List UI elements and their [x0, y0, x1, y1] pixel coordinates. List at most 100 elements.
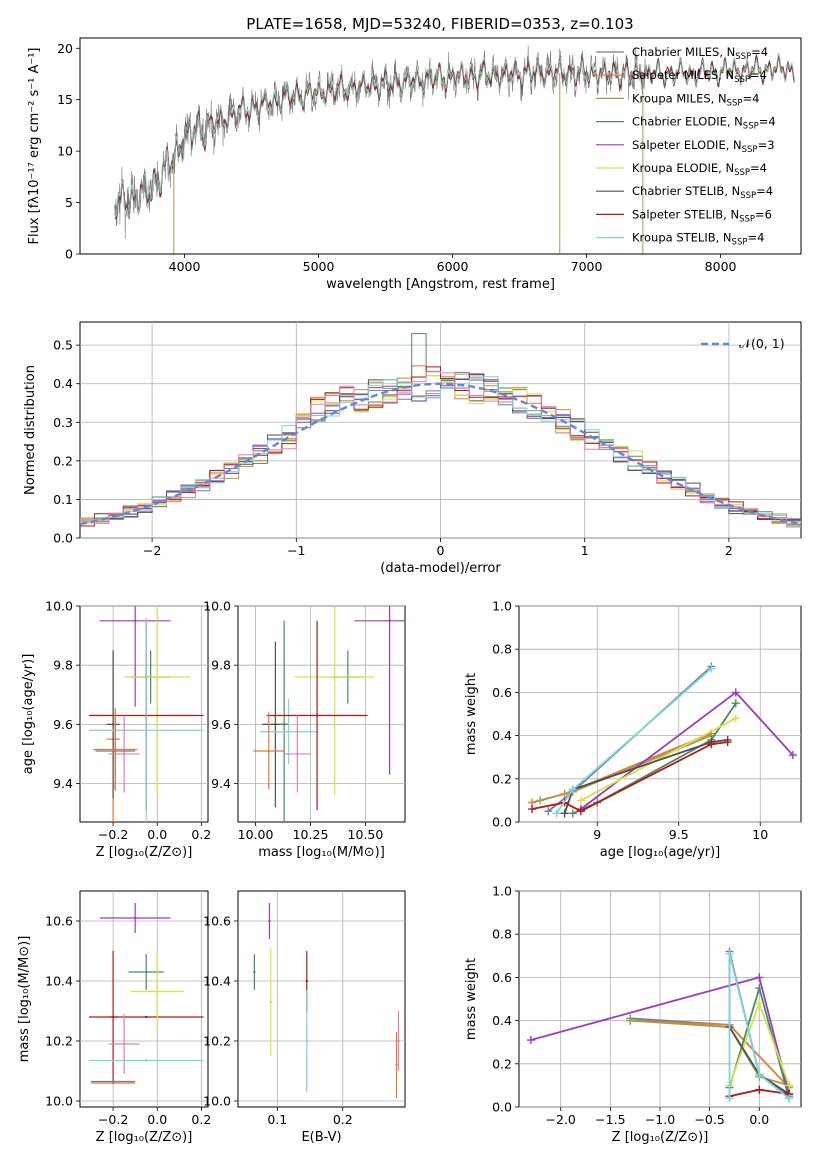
x-tick-label: 10.00 [238, 827, 274, 842]
weight-series-group [526, 947, 794, 1103]
y-tick-label: 0.2 [492, 771, 512, 786]
errorbar-group [253, 903, 400, 1098]
errorbar-point [287, 730, 290, 733]
x-tick-label: 2 [725, 543, 733, 558]
legend-label: 𝒩(0, 1) [739, 336, 785, 351]
weight-marker [536, 796, 545, 805]
weight-marker [755, 1085, 764, 1094]
panel-weight-vs-age: 9 9.5 10 0.0 0.2 0.4 0.6 0.8 1.0 age [log₁₀(age/y… [464, 599, 802, 860]
x-tick-label: 10.50 [348, 827, 384, 842]
weight-marker [560, 809, 569, 818]
errorbar-point [397, 1039, 400, 1043]
panel-spectrum: 4000 5000 6000 7000 8000 0 5 10 15 20 wavelength [… [27, 37, 802, 292]
errorbar-point [114, 748, 117, 751]
y-tick-label: 1.0 [492, 884, 512, 899]
y-tick-label: 0.0 [53, 531, 73, 546]
axes-frame [237, 890, 406, 1108]
y-axis-label: mass [log₁₀(M/M⊙)] [17, 936, 32, 1063]
errorbar-group [253, 606, 405, 822]
errorbar-group [88, 903, 204, 1085]
errorbar-point [133, 916, 137, 920]
y-tick-label: 0.2 [53, 453, 73, 468]
x-tick-label: 10.25 [293, 827, 329, 842]
histogram-group [80, 333, 801, 528]
x-axis-label: wavelength [Angstrom, rest frame] [326, 277, 555, 292]
weight-marker [568, 785, 577, 794]
weight-marker [528, 805, 537, 814]
legend-label: Chabrier MILES, NSSP=4 [632, 45, 768, 62]
weight-marker [755, 999, 764, 1008]
weight-marker [707, 664, 716, 673]
x-tick-label: 0.2 [191, 1112, 211, 1127]
x-tick-label: −2 [143, 543, 161, 558]
panel-weight-vs-z: −2.0 −1.5 −1.0 −0.5 0.0 0.0 0.2 0.4 0.6 0.8 1.0 Z [… [464, 884, 802, 1145]
x-tick-label: 9 [593, 827, 601, 842]
weight-marker [576, 807, 585, 816]
weight-marker [755, 973, 764, 982]
errorbar-point [253, 970, 256, 974]
weight-marker [731, 699, 740, 708]
weight-marker [785, 1081, 794, 1090]
histogram-kroupa-elodie [80, 375, 801, 524]
x-tick-label: −0.5 [694, 1112, 724, 1127]
axes-frame [237, 605, 406, 823]
errorbar-point [333, 675, 336, 679]
errorbar-point [111, 723, 115, 726]
y-tick-label: 0.0 [492, 1100, 512, 1115]
y-tick-label: 0.8 [492, 642, 512, 657]
x-tick-label: 0.0 [147, 827, 167, 842]
x-tick-label: −1.0 [645, 1112, 675, 1127]
legend-label: Salpeter MILES, NSSP=4 [632, 68, 767, 85]
weight-series-group [528, 662, 797, 818]
errorbar-point [282, 723, 286, 726]
legend-label: Chabrier STELIB, NSSP=4 [632, 184, 773, 201]
x-tick-label: 0.0 [749, 1112, 769, 1127]
x-tick-label: 9.5 [669, 827, 689, 842]
x-axis-label: age [log₁₀(age/yr)] [600, 845, 721, 860]
errorbar-group [88, 606, 204, 822]
panel-mass-vs-z: −0.2 0.0 0.2 10.0 10.2 10.4 10.6 Z [log₁₀(Z/Z⊙)… [17, 890, 211, 1145]
x-tick-label: 1 [581, 543, 589, 558]
y-tick-label: 10.0 [203, 599, 231, 614]
weight-line-chabrier-stelib [563, 739, 728, 814]
legend-label: Chabrier ELODIE, NSSP=4 [632, 115, 776, 132]
x-axis-label: Z [log₁₀(Z/Z⊙)] [96, 1130, 193, 1145]
y-tick-label: 0.3 [53, 415, 73, 430]
y-tick-label: 9.6 [211, 717, 231, 732]
y-tick-label: 0.8 [492, 927, 512, 942]
errorbar-point [267, 749, 270, 753]
y-tick-label: 15 [57, 92, 73, 107]
y-tick-label: 0.1 [53, 492, 73, 507]
y-tick-label: 0.6 [492, 970, 512, 985]
y-tick-label: 20 [57, 41, 73, 56]
errorbar-point [156, 990, 159, 993]
x-tick-label: 0 [437, 543, 445, 558]
weight-marker [788, 751, 797, 760]
y-tick-label: 10.0 [45, 599, 73, 614]
weight-marker [707, 740, 716, 749]
figure-title: PLATE=1658, MJD=53240, FIBERID=0353, z=0… [246, 15, 633, 33]
errorbar-point [296, 752, 299, 756]
legend-label: Salpeter ELODIE, NSSP=3 [632, 138, 775, 155]
y-tick-label: 9.4 [53, 776, 73, 791]
weight-marker [552, 809, 561, 818]
histogram-kroupa-stelib [80, 376, 801, 522]
errorbar-point [122, 1042, 126, 1046]
weight-marker [526, 1036, 535, 1045]
axes-frame [79, 37, 802, 255]
errorbar-point [388, 619, 391, 622]
y-tick-label: 9.8 [211, 658, 231, 673]
errorbar-point [145, 970, 148, 974]
histogram-pink [80, 371, 801, 528]
errorbar-point [156, 675, 159, 679]
y-tick-label: 0.5 [53, 338, 73, 353]
normal-curve [80, 382, 801, 526]
y-tick-label: 10.6 [203, 914, 231, 929]
x-tick-label: 10 [752, 827, 768, 842]
y-tick-label: 9.4 [211, 776, 231, 791]
weight-marker [755, 1070, 764, 1079]
errorbar-point [122, 752, 126, 756]
weight-marker [576, 796, 585, 805]
errorbar-point [133, 619, 137, 622]
